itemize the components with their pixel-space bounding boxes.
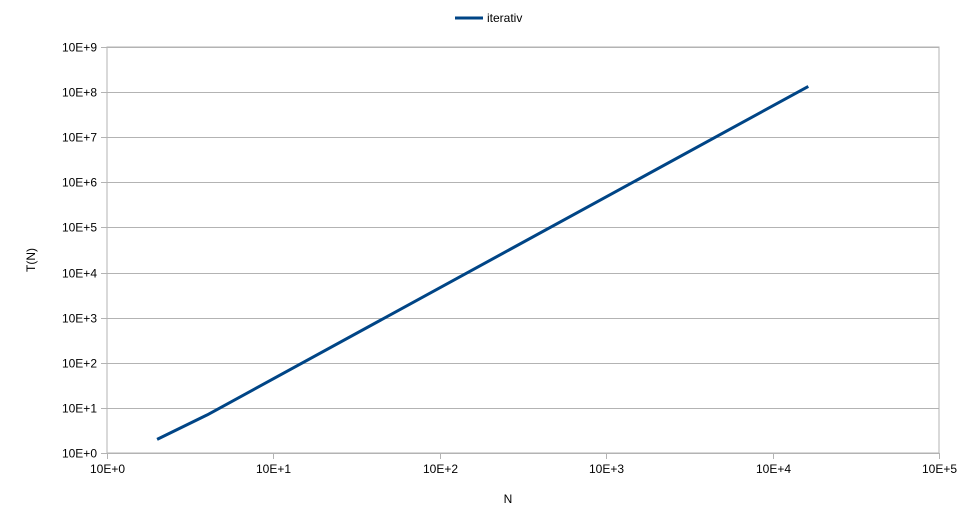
plot-area	[106, 46, 940, 454]
series-group	[156, 85, 810, 441]
y-tick-label: 10E+7	[62, 131, 97, 145]
legend: iterativ	[455, 11, 522, 25]
x-tick-label: 10E+2	[423, 462, 458, 476]
x-tick-label: 10E+0	[90, 462, 125, 476]
x-tick-label: 10E+3	[589, 462, 624, 476]
y-tick-label: 10E+9	[62, 41, 97, 55]
x-axis-title: N	[504, 492, 513, 506]
y-tick-label: 10E+8	[62, 86, 97, 100]
y-tick-label: 10E+3	[62, 312, 97, 326]
y-tick-label: 10E+0	[62, 447, 97, 461]
y-tick-label: 10E+1	[62, 402, 97, 416]
gridlines	[107, 47, 939, 454]
y-axis-ticks: 10E+0 10E+1 10E+2 10E+3 10E+4 10E+5 10E+6 10E+7…	[62, 41, 107, 461]
y-tick-label: 10E+4	[62, 267, 97, 281]
x-tick-label: 10E+5	[922, 462, 957, 476]
series-line-iterativ	[156, 85, 810, 441]
x-axis-ticks: 10E+0 10E+1 10E+2 10E+3 10E+4 10E+5	[90, 453, 957, 476]
y-tick-label: 10E+5	[62, 221, 97, 235]
y-tick-label: 10E+2	[62, 357, 97, 371]
x-tick-label: 10E+4	[756, 462, 791, 476]
x-tick-label: 10E+1	[256, 462, 291, 476]
y-axis-title: T(N)	[24, 248, 38, 272]
y-tick-label: 10E+6	[62, 176, 97, 190]
legend-label-iterativ: iterativ	[487, 11, 522, 25]
